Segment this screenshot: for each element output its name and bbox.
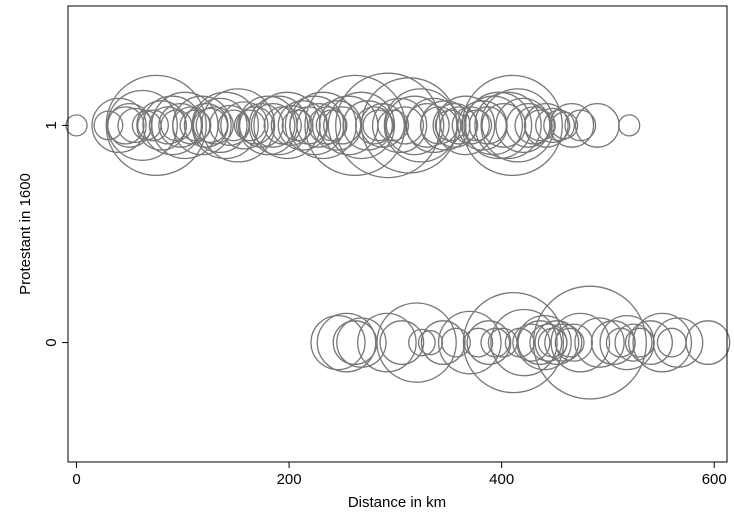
data-point-y1-87 xyxy=(549,102,595,148)
data-point-y1-74 xyxy=(464,91,533,160)
data-point-y1-35 xyxy=(253,91,321,160)
data-point-y1-66 xyxy=(432,102,478,148)
data-point-y1-71 xyxy=(457,100,508,151)
data-point-y1-59 xyxy=(384,95,445,156)
data-point-y0-20 xyxy=(517,320,563,366)
data-point-y0-6 xyxy=(376,302,457,383)
data-point-y1-67 xyxy=(439,106,479,145)
data-point-y1-22 xyxy=(192,97,248,154)
data-point-y0-37 xyxy=(632,312,693,373)
data-point-y1-2 xyxy=(91,97,147,154)
data-point-y0-24 xyxy=(534,320,580,366)
data-point-y1-41 xyxy=(296,102,342,148)
data-point-y0-39 xyxy=(652,317,704,368)
data-point-y1-78 xyxy=(480,88,555,163)
data-point-y0-23 xyxy=(537,327,568,358)
data-point-y0-16 xyxy=(462,291,565,394)
data-point-y0-32 xyxy=(605,327,636,358)
data-point-y1-70 xyxy=(460,109,493,142)
data-point-y1-90 xyxy=(618,114,641,137)
data-point-y1-83 xyxy=(523,102,569,148)
data-point-y1-57 xyxy=(385,106,425,145)
data-point-y1-88 xyxy=(564,109,597,142)
data-point-y0-30 xyxy=(574,317,625,368)
data-point-y1-21 xyxy=(195,106,234,145)
data-point-y1-9 xyxy=(105,74,207,177)
data-point-y0-21 xyxy=(516,314,572,371)
x-tick-label-600: 600 xyxy=(702,471,727,488)
x-axis-title: Distance in km xyxy=(348,494,446,511)
data-point-y0-36 xyxy=(628,320,673,366)
data-point-y0-19 xyxy=(512,323,551,362)
data-point-y1-32 xyxy=(250,102,296,148)
y-tick-label-0: 0 xyxy=(43,338,60,346)
data-point-y0-10 xyxy=(441,327,471,358)
y-axis: 01 xyxy=(43,121,68,347)
data-point-y0-18 xyxy=(490,308,558,377)
data-point-y1-23 xyxy=(191,91,260,160)
data-point-y1-8 xyxy=(137,109,169,142)
data-point-y0-29 xyxy=(532,285,647,400)
data-point-y0-8 xyxy=(417,329,444,356)
data-point-y1-52 xyxy=(362,109,395,142)
x-tick-label-0: 0 xyxy=(72,471,80,488)
data-point-y0-40 xyxy=(685,320,731,366)
data-point-y1-14 xyxy=(158,102,204,148)
data-point-y1-68 xyxy=(435,95,496,156)
data-point-y1-75 xyxy=(481,102,527,148)
data-point-y1-26 xyxy=(200,88,276,163)
x-tick-label-200: 200 xyxy=(277,471,302,488)
data-point-y0-5 xyxy=(379,320,425,366)
data-point-y1-51 xyxy=(354,106,394,145)
data-point-y1-49 xyxy=(327,91,396,160)
data-point-y1-85 xyxy=(543,109,576,142)
data-point-y1-18 xyxy=(172,95,232,156)
data-point-y1-27 xyxy=(220,101,269,150)
data-point-y1-84 xyxy=(535,107,571,144)
data-point-y1-76 xyxy=(474,91,542,160)
data-point-y1-43 xyxy=(308,106,347,145)
data-point-y0-0 xyxy=(310,314,366,371)
data-point-y0-11 xyxy=(437,310,502,375)
data-point-y1-36 xyxy=(270,104,312,146)
data-point-y0-34 xyxy=(614,323,653,362)
data-point-y1-6 xyxy=(106,89,178,161)
data-point-y0-9 xyxy=(420,320,466,366)
data-point-y0-13 xyxy=(466,320,512,366)
data-point-y1-77 xyxy=(461,74,563,177)
y-tick-label-1: 1 xyxy=(43,121,60,129)
data-point-y1-28 xyxy=(233,109,266,142)
data-point-y0-14 xyxy=(480,327,511,358)
y-axis-title: Protestant in 1600 xyxy=(17,173,34,295)
data-point-y0-1 xyxy=(316,312,377,373)
data-point-y1-61 xyxy=(404,102,450,148)
data-point-y0-27 xyxy=(554,323,594,362)
data-point-y0-25 xyxy=(544,323,583,362)
data-point-y1-38 xyxy=(277,100,329,151)
data-point-y1-55 xyxy=(377,109,410,142)
x-axis: 0 200 400 600 xyxy=(72,462,727,488)
data-point-y1-33 xyxy=(248,95,309,156)
data-point-y1-86 xyxy=(550,111,579,140)
data-point-y0-4 xyxy=(357,312,417,373)
data-point-y0-7 xyxy=(408,328,436,357)
data-point-y0-28 xyxy=(550,312,611,373)
data-markers xyxy=(65,72,731,400)
data-point-y1-56 xyxy=(371,97,428,154)
data-point-y1-11 xyxy=(148,106,188,145)
data-point-y0-3 xyxy=(336,317,387,368)
x-tick-label-400: 400 xyxy=(489,471,514,488)
plot-frame xyxy=(67,5,728,463)
